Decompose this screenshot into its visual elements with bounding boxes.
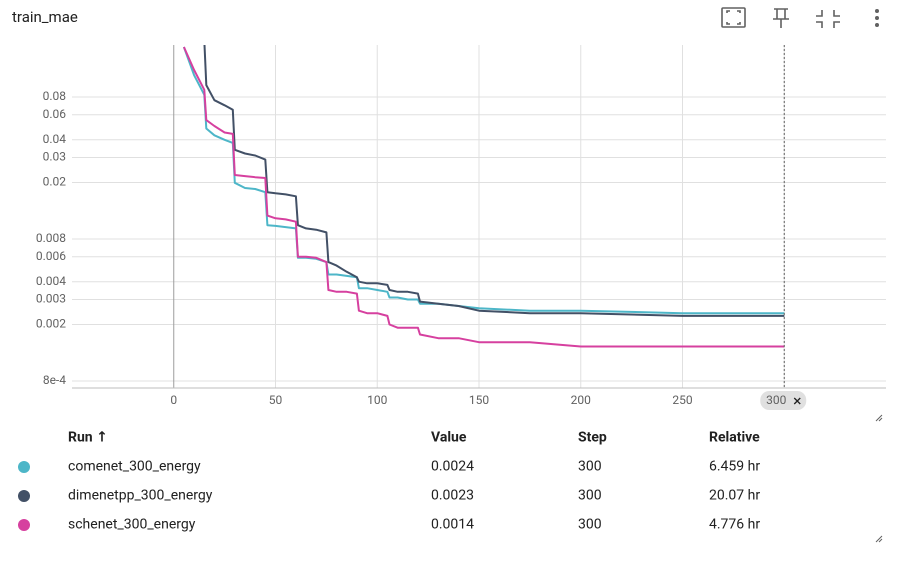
- y-tick-label: 0.008: [36, 231, 66, 245]
- column-header[interactable]: Value: [431, 430, 467, 446]
- run-value: 0.0014: [431, 517, 474, 533]
- y-tick-label: 0.04: [43, 132, 67, 146]
- x-tick-label: 200: [571, 393, 591, 407]
- pin-button[interactable]: [773, 8, 789, 28]
- run-name: comenet_300_energy: [68, 459, 201, 475]
- y-tick-label: 0.006: [36, 249, 66, 263]
- fit-button[interactable]: [721, 7, 746, 28]
- hover-marker: 300: [760, 45, 807, 410]
- run-color-dot: [18, 461, 30, 473]
- series-line: [182, 46, 785, 348]
- column-header[interactable]: Run ↑: [68, 430, 108, 446]
- run-step: 300: [578, 459, 602, 475]
- y-tick-label: 0.003: [36, 292, 66, 306]
- column-header[interactable]: Relative: [709, 430, 760, 446]
- y-tick-label: 8e-4: [43, 373, 66, 387]
- run-value: 0.0024: [431, 459, 474, 475]
- run-relative: 4.776 hr: [709, 517, 760, 533]
- resize-handle[interactable]: [875, 535, 883, 543]
- x-tick-label: 150: [469, 393, 489, 407]
- series-line: [203, 45, 785, 317]
- x-tick-label: 250: [672, 393, 692, 407]
- y-tick-label: 0.004: [36, 274, 66, 288]
- run-step: 300: [578, 488, 602, 504]
- run-relative: 20.07 hr: [709, 488, 760, 504]
- collapse-button[interactable]: [816, 10, 840, 28]
- toolbar: [721, 7, 879, 28]
- data-table: Run ↑ Value Step Relative comenet_300_en…: [18, 430, 760, 533]
- grid: [72, 45, 886, 388]
- run-value: 0.0023: [431, 488, 474, 504]
- plot-lines: [182, 45, 785, 348]
- run-color-dot: [18, 490, 30, 502]
- run-step: 300: [578, 517, 602, 533]
- hover-step: 300: [766, 393, 786, 407]
- x-tick-label: 100: [367, 393, 387, 407]
- hover-close: [793, 397, 801, 405]
- y-tick-label: 0.06: [43, 107, 67, 121]
- run-name: dimenetpp_300_energy: [68, 488, 213, 504]
- more-button[interactable]: [875, 9, 879, 27]
- run-relative: 6.459 hr: [709, 459, 760, 475]
- x-tick-label: 50: [269, 393, 283, 407]
- y-tick-label: 0.02: [43, 175, 67, 189]
- y-tick-label: 0.03: [43, 150, 66, 164]
- run-color-dot: [18, 519, 30, 531]
- hover-chip: [760, 391, 807, 410]
- run-name: schenet_300_energy: [68, 517, 196, 533]
- x-tick-label: 0: [170, 393, 177, 407]
- axes: 0.08 0.06 0.04 0.03 0.02 0.008 0.006 0.004 0.003…: [36, 89, 886, 407]
- chart-title: train_mae: [12, 8, 78, 26]
- column-header[interactable]: Step: [578, 430, 607, 446]
- y-tick-label: 0.08: [43, 89, 67, 103]
- resize-handle[interactable]: [875, 414, 883, 422]
- y-tick-label: 0.002: [36, 317, 66, 331]
- series-line: [182, 46, 785, 315]
